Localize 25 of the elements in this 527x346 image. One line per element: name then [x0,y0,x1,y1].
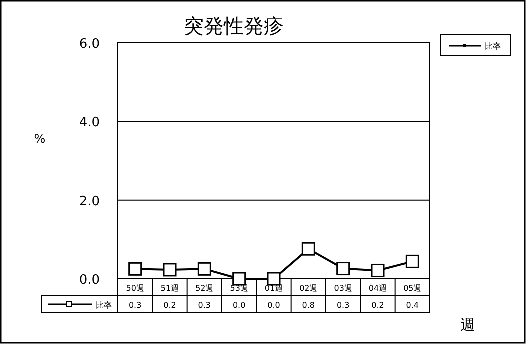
x-tick-label: 05週 [404,284,422,293]
x-tick-label: 02週 [300,284,318,293]
legend-label: 比率 [485,42,501,51]
y-tick-label: 4.0 [79,116,100,131]
x-axis-title: 週 [460,316,476,334]
text: 比率 [96,301,112,310]
data-label: 0.3 [336,301,350,310]
data-label: 0.0 [268,301,280,310]
y-tick-label: 2.0 [79,194,100,210]
x-tick-label: 50週 [126,284,144,293]
chart-title: 突発性発疹 [184,14,284,38]
x-tick-label: 04週 [368,284,388,293]
y-axis-title: % [34,132,46,146]
y-tick-label: 0.0 [79,273,100,288]
data-label: 0.0 [232,301,246,310]
data-label: 0.2 [164,301,176,310]
data-label: 0.8 [302,301,316,310]
data-label: 0.4 [406,301,420,310]
x-tick-label: 03週 [334,284,352,293]
data-label: 0.2 [372,301,384,310]
data-label: 0.3 [198,301,212,310]
x-tick-label: 52週 [196,284,214,293]
data-label: 0.3 [128,301,142,310]
x-tick-label: 51週 [160,284,180,293]
y-tick-label: 6.0 [79,37,100,52]
